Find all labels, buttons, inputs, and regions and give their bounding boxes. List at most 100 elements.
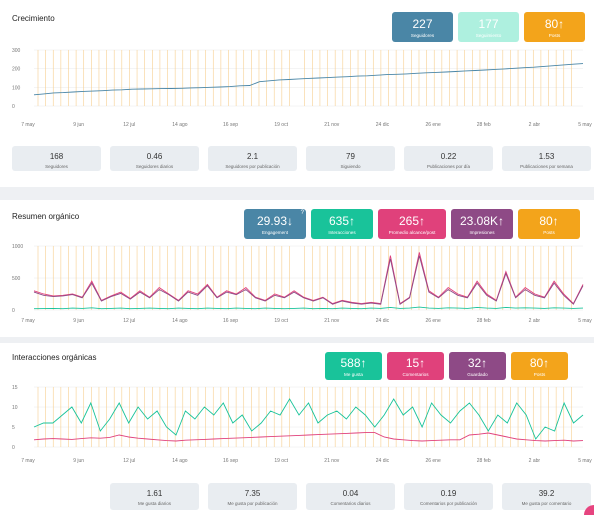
badge-label: Posts — [548, 33, 561, 38]
x-tick-label: 12 jul — [123, 318, 135, 324]
badge-posts[interactable]: 80↑ Posts — [518, 209, 580, 239]
x-tick-label: 12 jul — [123, 458, 135, 464]
x-tick-label: 9 jun — [73, 122, 84, 128]
x-tick-label: 2 abr — [529, 318, 541, 324]
stat-value: 1.61 — [146, 489, 163, 498]
x-tick-label: 28 feb — [477, 458, 491, 464]
x-tick-label: 7 may — [21, 318, 35, 324]
badge-posts[interactable]: 80↑ Posts — [511, 352, 568, 380]
badge-interacciones[interactable]: 635↑ Interacciones — [311, 209, 373, 239]
badge-label: Promedio alcance/post — [388, 230, 436, 235]
growth-title: Crecimiento — [12, 14, 55, 23]
growth-panel: Crecimiento 227 Seguidores 177 Seguimien… — [0, 0, 594, 187]
badge-guardado[interactable]: 32↑ Guardado — [449, 352, 506, 380]
badge-engagement[interactable]: ? 29.93↓ Engagement — [244, 209, 306, 239]
stat-label: Me gusta por publicación — [227, 501, 278, 506]
stat-me-gusta-diarios: 1.61 Me gusta diarios — [110, 483, 199, 510]
organic-interactions-panel: Interacciones orgánicas 588↑ Me gusta 15… — [0, 343, 594, 515]
badge-label: Posts — [543, 230, 555, 235]
stat-label: Publicaciones por semana — [520, 164, 573, 169]
x-tick-label: 12 jul — [123, 122, 135, 128]
x-tick-label: 24 dic — [376, 122, 390, 128]
stat-label: Seguidores — [45, 164, 68, 169]
x-tick-label: 9 jun — [73, 318, 84, 324]
x-tick-label: 19 oct — [274, 122, 288, 128]
growth-chart: 0 100 200 300 7 may 9 jun 12 jul 14 ago 16 sep 19… — [12, 48, 592, 128]
x-tick-label: 2 abr — [529, 122, 541, 128]
badge-value: 265↑ — [398, 214, 426, 228]
x-tick-label: 21 nov — [324, 318, 340, 324]
organic-summary-title: Resumen orgánico — [12, 212, 80, 221]
stat-value: 39.2 — [538, 489, 555, 498]
badge-comentarios[interactable]: 15↑ Comentarios — [387, 352, 444, 380]
badge-label: Comentarios — [402, 372, 429, 377]
y-tick-label: 10 — [12, 405, 18, 411]
x-tick-label: 24 dic — [376, 318, 390, 324]
y-tick-label: 300 — [12, 48, 21, 54]
x-tick-label: 5 may — [578, 122, 592, 128]
badge-value: 15↑ — [405, 356, 426, 370]
x-tick-label: 14 ago — [172, 318, 188, 324]
badge-value: 29.93↓ — [256, 214, 294, 228]
x-tick-label: 24 dic — [376, 458, 390, 464]
x-tick-label: 5 may — [578, 318, 592, 324]
stat-label: Me gusta diarios — [137, 501, 172, 506]
stat-publicaciones-por-semana: 1.53 Publicaciones por semana — [502, 146, 591, 171]
stat-value: 0.46 — [146, 152, 163, 161]
stat-me-gusta-por-comentario: 39.2 Me gusta por comentario — [502, 483, 591, 510]
organic-summary-panel: Resumen orgánico ? 29.93↓ Engagement 635… — [0, 200, 594, 337]
organic-summary-badges: ? 29.93↓ Engagement 635↑ Interacciones 2… — [244, 209, 580, 239]
stat-value: 0.04 — [342, 489, 359, 498]
chat-launcher-button[interactable] — [584, 505, 594, 515]
x-tick-label: 9 jun — [73, 458, 84, 464]
badge-seguidores[interactable]: 227 Seguidores — [392, 12, 453, 42]
x-tick-label: 16 sep — [223, 122, 238, 128]
organic-summary-chart: 0 500 1000 7 may 9 jun 12 jul 14 ago 16 sep 19 o… — [12, 244, 592, 324]
stat-value: 7.35 — [244, 489, 261, 498]
badge-value: 635↑ — [328, 214, 356, 228]
badge-label: Seguidores — [410, 33, 435, 38]
x-tick-label: 2 abr — [529, 458, 541, 464]
x-tick-label: 19 oct — [274, 458, 288, 464]
badge-label: Interacciones — [328, 230, 356, 235]
stat-value: 0.19 — [440, 489, 457, 498]
y-tick-label: 15 — [12, 385, 18, 391]
badge-seguimiento[interactable]: 177 Seguimiento — [458, 12, 519, 42]
growth-badges: 227 Seguidores 177 Seguimiento 80↑ Posts — [392, 12, 585, 42]
y-tick-label: 100 — [12, 85, 21, 91]
x-tick-label: 26 ene — [425, 122, 441, 128]
stat-me-gusta-por-publicacion: 7.35 Me gusta por publicación — [208, 483, 297, 510]
badge-posts[interactable]: 80↑ Posts — [524, 12, 585, 42]
badge-value: 32↑ — [467, 356, 488, 370]
y-tick-label: 0 — [12, 104, 15, 110]
organic-interactions-chart: 0 5 10 15 7 may 9 jun 12 jul 14 ago 16 sep 19 oct… — [12, 385, 592, 464]
badge-me-gusta[interactable]: 588↑ Me gusta — [325, 352, 382, 380]
stat-comentarios-diarios: 0.04 Comentarios diarios — [306, 483, 395, 510]
badge-impresiones[interactable]: 23.08K↑ Impresiones — [451, 209, 513, 239]
badge-label: Engagement — [261, 230, 289, 235]
organic-interactions-title: Interacciones orgánicas — [12, 353, 97, 362]
series-line — [33, 255, 584, 305]
stat-seguidores-por-publicacion: 2.1 Seguidores por publicación — [208, 146, 297, 171]
organic-interactions-stats: 1.61 Me gusta diarios 7.35 Me gusta por pu… — [110, 483, 591, 510]
stat-value: 0.22 — [440, 152, 457, 161]
series-line — [33, 398, 584, 440]
stat-value: 79 — [346, 152, 355, 161]
stat-label: Publicaciones por día — [426, 164, 471, 169]
x-tick-label: 14 ago — [172, 122, 188, 128]
badge-value: 177 — [478, 17, 499, 31]
series-line — [33, 306, 584, 310]
x-tick-label: 7 may — [21, 458, 35, 464]
badge-promedio-alcance[interactable]: 265↑ Promedio alcance/post — [378, 209, 446, 239]
growth-stats: 168 Seguidores 0.46 Seguidores diarios 2.1… — [12, 146, 591, 171]
help-icon[interactable]: ? — [300, 210, 304, 216]
stat-label: Me gusta por comentario — [521, 501, 572, 506]
badge-value: 227 — [412, 17, 433, 31]
x-tick-label: 19 oct — [274, 318, 288, 324]
x-tick-label: 28 feb — [477, 122, 491, 128]
stat-label: Comentarios por publicación — [419, 501, 478, 506]
y-tick-label: 200 — [12, 67, 21, 73]
badge-label: Seguimiento — [475, 33, 502, 38]
badge-value: 80↑ — [529, 356, 550, 370]
organic-interactions-badges: 588↑ Me gusta 15↑ Comentarios 32↑ Guarda… — [325, 352, 568, 380]
